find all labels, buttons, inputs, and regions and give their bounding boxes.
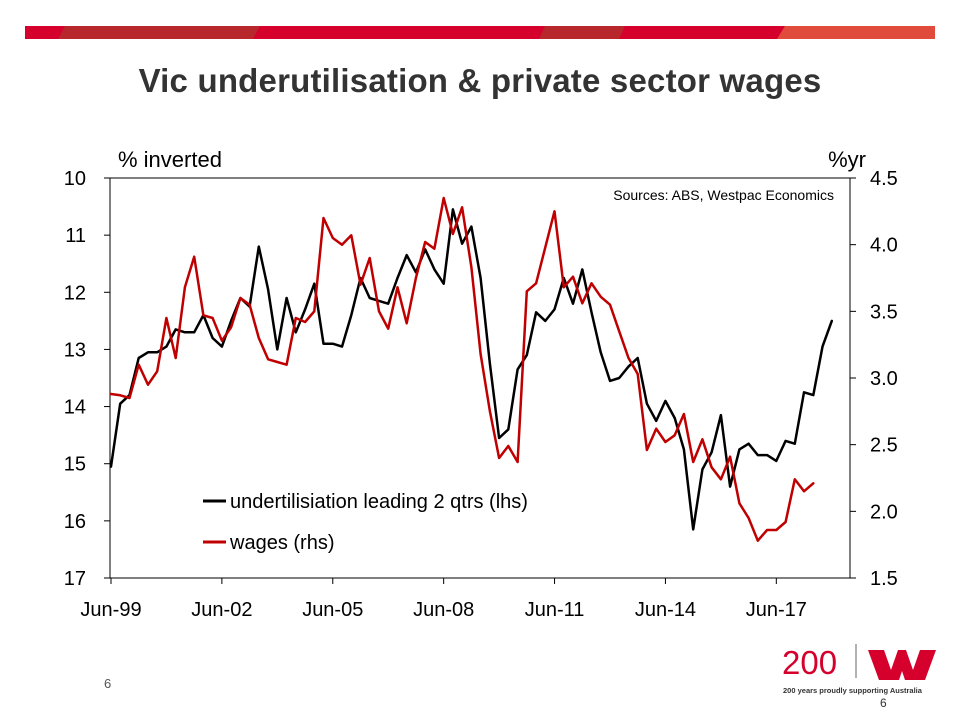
- logo-200-text: 200: [782, 644, 837, 681]
- right-tick-label: 4.0: [870, 235, 898, 257]
- series-lines: [109, 196, 834, 542]
- left-tick-label: 12: [64, 282, 86, 304]
- right-axis-ticks: 4.5 4.0 3.5 3.0 2.5 2.0 1.5: [850, 168, 898, 590]
- slide-title: Vic underutilisation & private sector wa…: [138, 62, 822, 99]
- westpac-200-logo: 200: [782, 644, 936, 681]
- top-accent-bar: [25, 26, 935, 39]
- legend-label-underutilisation: undertilisiation leading 2 qtrs (lhs): [230, 491, 528, 513]
- legend-label-wages: wages (rhs): [229, 532, 334, 554]
- right-tick-label: 1.5: [870, 568, 898, 590]
- page-number-footer: 6: [880, 696, 887, 710]
- right-tick-label: 3.0: [870, 368, 898, 390]
- accent-bar-graphic: [25, 26, 935, 39]
- right-axis-label: %yr: [828, 147, 866, 172]
- left-tick-label: 13: [64, 339, 86, 361]
- left-tick-label: 17: [64, 568, 86, 590]
- right-tick-label: 2.0: [870, 501, 898, 523]
- accent-bar-segment-dark-2: [539, 26, 625, 39]
- series-line-underutilisation: [109, 208, 834, 531]
- left-tick-label: 16: [64, 511, 86, 533]
- legend: undertilisiation leading 2 qtrs (lhs) wa…: [203, 491, 528, 554]
- x-tick-label: Jun-02: [191, 599, 252, 621]
- logo-tagline: 200 years proudly supporting Australia: [783, 686, 922, 695]
- source-note: Sources: ABS, Westpac Economics: [613, 187, 834, 203]
- left-tick-label: 14: [64, 397, 86, 419]
- right-tick-label: 2.5: [870, 435, 898, 457]
- x-tick-label: Jun-14: [635, 599, 696, 621]
- x-tick-label: Jun-11: [525, 599, 585, 621]
- left-axis-label: % inverted: [118, 147, 222, 172]
- accent-bar-segment-light: [777, 26, 935, 39]
- right-tick-label: 3.5: [870, 301, 898, 323]
- x-tick-label: Jun-99: [80, 599, 141, 621]
- left-axis-ticks: 10 11 12 13 14 15 16 17: [64, 168, 110, 590]
- x-tick-label: Jun-17: [746, 599, 807, 621]
- x-tick-label: Jun-08: [413, 599, 474, 621]
- x-tick-label: Jun-05: [302, 599, 363, 621]
- westpac-w-icon: [868, 650, 936, 680]
- plot-area: [109, 177, 851, 579]
- x-axis-ticks: Jun-99 Jun-02 Jun-05 Jun-08 Jun-11 Jun-14 Jun-…: [80, 578, 807, 621]
- right-tick-label: 4.5: [870, 168, 898, 190]
- left-tick-label: 11: [65, 225, 86, 247]
- series-line-wages: [109, 196, 815, 542]
- accent-bar-segment-dark: [58, 26, 260, 39]
- left-tick-label: 15: [64, 454, 86, 476]
- left-tick-label: 10: [64, 168, 86, 190]
- page-number: 6: [104, 676, 112, 691]
